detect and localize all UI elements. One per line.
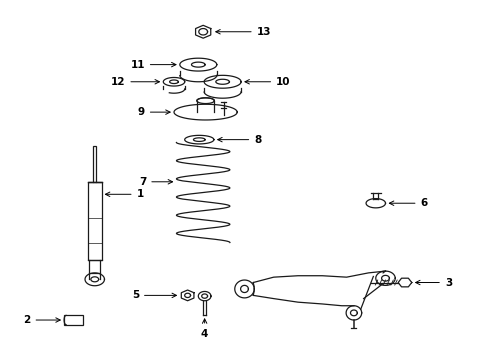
Text: 7: 7 xyxy=(139,177,172,187)
Text: 9: 9 xyxy=(138,107,170,117)
Text: 5: 5 xyxy=(131,291,176,300)
Text: 3: 3 xyxy=(415,278,451,288)
Text: 1: 1 xyxy=(105,189,143,199)
Text: 2: 2 xyxy=(23,315,60,325)
Text: 6: 6 xyxy=(388,198,427,208)
Text: 4: 4 xyxy=(201,319,208,339)
Bar xyxy=(93,146,96,182)
Bar xyxy=(88,182,102,260)
Text: 8: 8 xyxy=(217,135,261,145)
Text: 10: 10 xyxy=(244,77,290,87)
Text: 11: 11 xyxy=(130,60,176,69)
Bar xyxy=(89,260,100,273)
Text: 12: 12 xyxy=(111,77,159,87)
Text: 13: 13 xyxy=(215,27,271,37)
Bar xyxy=(64,315,82,325)
